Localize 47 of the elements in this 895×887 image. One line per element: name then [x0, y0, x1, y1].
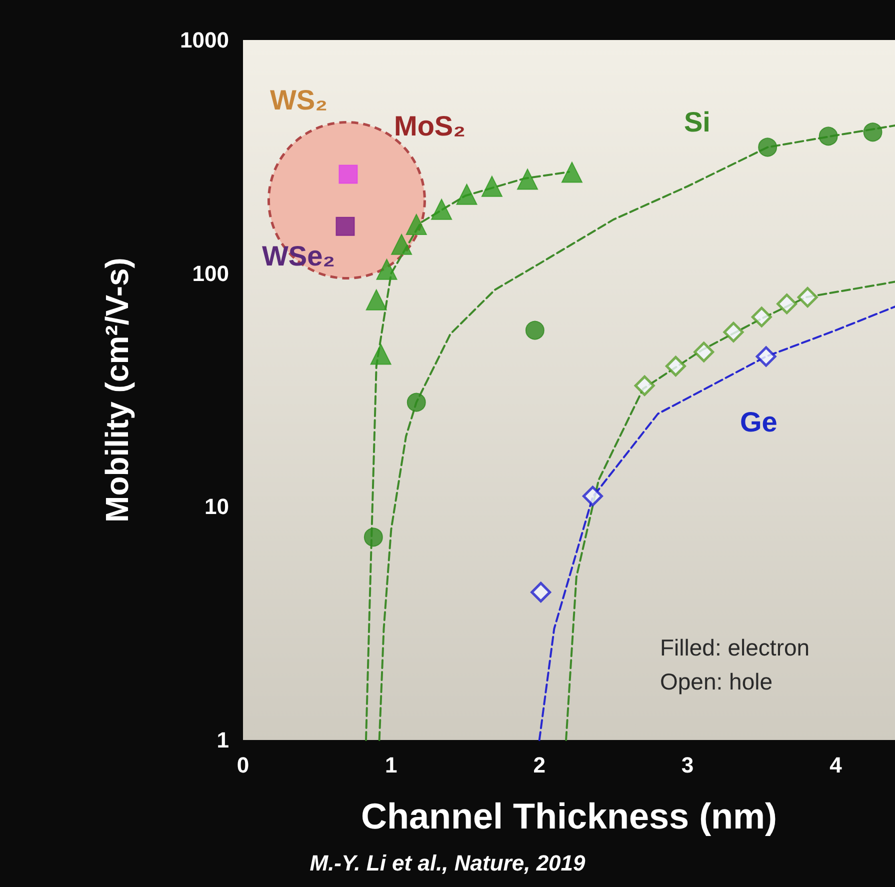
point: [338, 164, 358, 184]
point: [364, 528, 383, 547]
x-axis-title: Channel Thickness (nm): [360, 796, 778, 836]
annotation: WS₂: [270, 84, 328, 116]
y-axis-title: Mobility (cm²/V-s): [99, 258, 135, 522]
y-tick-label: 100: [192, 260, 229, 286]
annotation: Filled: electron: [660, 634, 810, 660]
annotation: Si: [684, 106, 710, 138]
point: [863, 122, 882, 142]
point: [431, 198, 452, 220]
annotation: MoS₂: [394, 110, 466, 142]
point: [456, 184, 478, 205]
point: [634, 375, 655, 396]
point: [406, 214, 427, 235]
annotation: Ge: [740, 406, 778, 438]
point: [694, 342, 714, 362]
point: [406, 392, 426, 412]
point: [756, 346, 776, 367]
point: [751, 306, 772, 328]
point: [336, 216, 355, 236]
point: [776, 294, 798, 314]
point: [370, 344, 392, 365]
point: [481, 176, 502, 197]
annotation: Open: hole: [660, 668, 773, 694]
point: [665, 356, 686, 376]
point: [723, 322, 744, 342]
x-tick-label: 2: [533, 752, 546, 778]
point: [582, 486, 603, 506]
point: [366, 289, 387, 310]
x-tick-label: 1: [385, 752, 398, 778]
y-tick-label: 1000: [180, 28, 229, 52]
point: [561, 162, 582, 183]
point: [391, 234, 412, 255]
x-tick-label: 3: [681, 752, 694, 778]
point: [797, 286, 818, 308]
y-tick-label: 1: [216, 728, 229, 752]
point: [818, 126, 838, 146]
y-tick-label: 10: [204, 494, 229, 520]
x-tick-label: 4: [830, 752, 843, 778]
text: M.-Y. Li et al., Nature, 2019: [310, 850, 586, 876]
point: [758, 138, 778, 157]
point: [517, 168, 538, 190]
point: [376, 258, 398, 280]
annotation: WSe₂: [262, 240, 336, 272]
point: [530, 582, 552, 602]
point: [525, 320, 544, 340]
x-tick-label: 0: [236, 752, 250, 778]
